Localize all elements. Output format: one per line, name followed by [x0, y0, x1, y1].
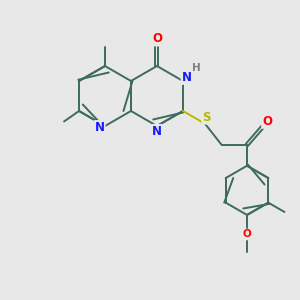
Text: O: O	[152, 32, 162, 46]
Text: S: S	[202, 111, 211, 124]
Text: N: N	[152, 125, 162, 138]
Text: N: N	[182, 71, 191, 84]
Text: N: N	[94, 121, 105, 134]
Text: O: O	[243, 230, 251, 239]
Text: H: H	[192, 63, 201, 74]
Text: O: O	[262, 115, 272, 128]
